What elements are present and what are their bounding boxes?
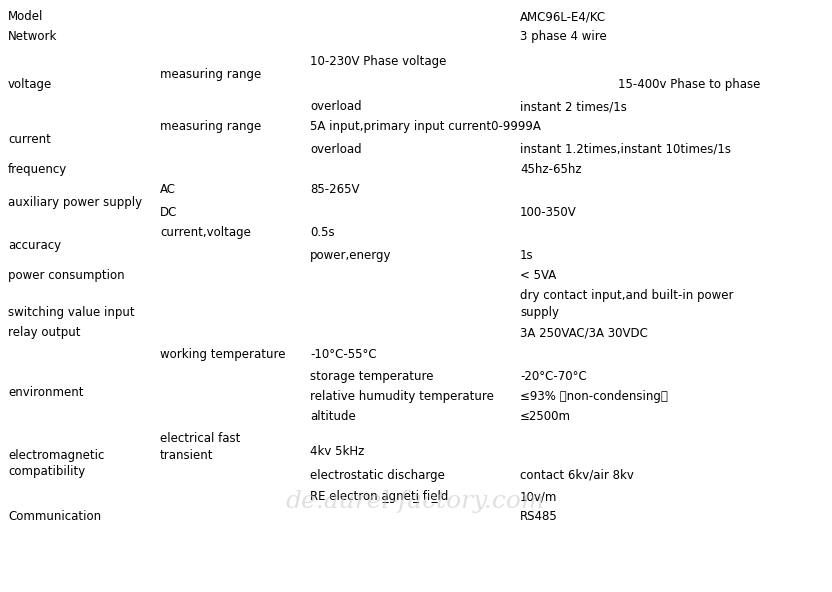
Text: storage temperature: storage temperature: [310, 370, 433, 383]
Text: voltage: voltage: [8, 78, 52, 91]
Text: de.aurel-factory.com: de.aurel-factory.com: [285, 490, 545, 513]
Text: accuracy: accuracy: [8, 239, 61, 252]
Text: 3A 250VAC/3A 30VDC: 3A 250VAC/3A 30VDC: [520, 326, 648, 339]
Text: 3 phase 4 wire: 3 phase 4 wire: [520, 30, 607, 43]
Text: ≤2500m: ≤2500m: [520, 410, 571, 423]
Text: current,voltage: current,voltage: [160, 226, 251, 239]
Text: switching value input: switching value input: [8, 306, 135, 319]
Text: altitude: altitude: [310, 410, 356, 423]
Text: frequency: frequency: [8, 163, 67, 176]
Text: 4kv 5kHz: 4kv 5kHz: [310, 445, 364, 458]
Text: power,energy: power,energy: [310, 249, 392, 262]
Text: relay output: relay output: [8, 326, 81, 339]
Text: working temperature: working temperature: [160, 348, 285, 361]
Text: ≤93% （non-condensing）: ≤93% （non-condensing）: [520, 390, 668, 403]
Text: power consumption: power consumption: [8, 269, 125, 282]
Text: transient: transient: [160, 449, 214, 462]
Text: Communication: Communication: [8, 510, 102, 523]
Text: overload: overload: [310, 100, 362, 113]
Text: environment: environment: [8, 386, 83, 399]
Text: < 5VA: < 5VA: [520, 269, 557, 282]
Text: current: current: [8, 133, 51, 146]
Text: compatibility: compatibility: [8, 465, 85, 478]
Text: supply: supply: [520, 306, 559, 319]
Text: 10-230V Phase voltage: 10-230V Phase voltage: [310, 55, 447, 68]
Text: instant 1.2times,instant 10times/1s: instant 1.2times,instant 10times/1s: [520, 143, 731, 156]
Text: Model: Model: [8, 10, 43, 23]
Text: 15-400v Phase to phase: 15-400v Phase to phase: [617, 78, 760, 91]
Text: measuring range: measuring range: [160, 120, 261, 133]
Text: AMC96L-E4/KC: AMC96L-E4/KC: [520, 10, 607, 23]
Text: auxiliary power supply: auxiliary power supply: [8, 196, 142, 209]
Text: 85-265V: 85-265V: [310, 183, 359, 196]
Text: Network: Network: [8, 30, 57, 43]
Text: relative humudity temperature: relative humudity temperature: [310, 390, 494, 403]
Text: 45hz-65hz: 45hz-65hz: [520, 163, 582, 176]
Text: 10v/m: 10v/m: [520, 490, 557, 503]
Text: contact 6kv/air 8kv: contact 6kv/air 8kv: [520, 469, 634, 482]
Text: electromagnetic: electromagnetic: [8, 449, 104, 462]
Text: electrical fast: electrical fast: [160, 432, 240, 445]
Text: RS485: RS485: [520, 510, 557, 523]
Text: DC: DC: [160, 206, 177, 219]
Text: -10°C-55°C: -10°C-55°C: [310, 348, 377, 361]
Text: electrostatic discharge: electrostatic discharge: [310, 469, 445, 482]
Text: -20°C-70°C: -20°C-70°C: [520, 370, 587, 383]
Text: 0.5s: 0.5s: [310, 226, 334, 239]
Text: instant 2 times/1s: instant 2 times/1s: [520, 100, 626, 113]
Text: AC: AC: [160, 183, 176, 196]
Text: 1s: 1s: [520, 249, 533, 262]
Text: overload: overload: [310, 143, 362, 156]
Text: dry contact input,and built-in power: dry contact input,and built-in power: [520, 289, 734, 302]
Text: 5A input,primary input current0-9999A: 5A input,primary input current0-9999A: [310, 120, 541, 133]
Text: RE electron a̲gneti̲ fie̲ld: RE electron a̲gneti̲ fie̲ld: [310, 490, 448, 503]
Text: measuring range: measuring range: [160, 68, 261, 81]
Text: 100-350V: 100-350V: [520, 206, 577, 219]
